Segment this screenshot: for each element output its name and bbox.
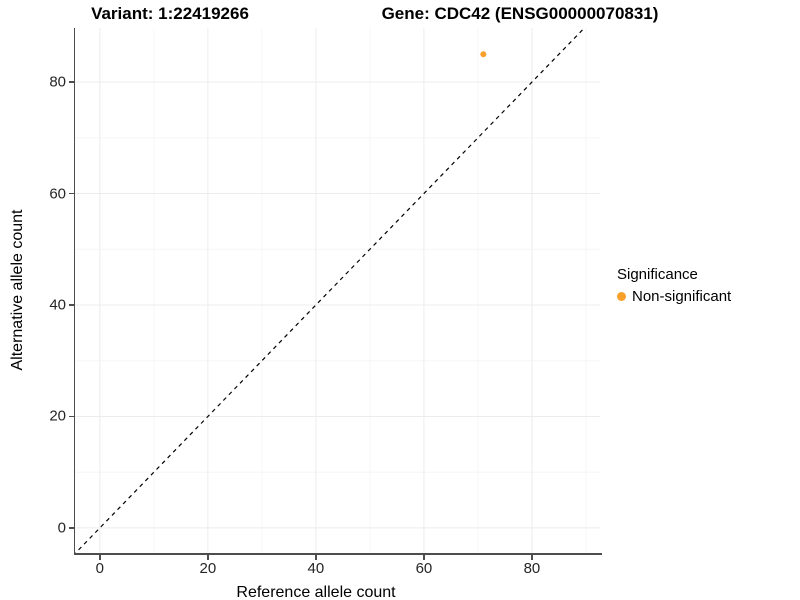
x-tick-label: 20: [199, 560, 217, 577]
identity-line: [75, 28, 586, 553]
y-tick-mark: [69, 527, 74, 529]
plot-title-variant: Variant: 1:22419266: [91, 4, 249, 23]
y-tick-label: 40: [49, 296, 66, 314]
x-tick-label: 80: [523, 560, 541, 577]
y-axis-line: [73, 28, 75, 555]
x-tick-label: 60: [415, 560, 433, 577]
x-tick-label: 40: [307, 560, 325, 577]
x-axis-title: Reference allele count: [236, 584, 396, 600]
legend: Significance Non-significant: [617, 266, 731, 305]
y-tick-label: 0: [57, 519, 66, 537]
plot-area: [75, 28, 600, 553]
data-point: [480, 51, 487, 58]
y-axis-title: Alternative allele count: [9, 209, 26, 371]
plot-panel: [75, 28, 600, 553]
x-tick-label: 0: [95, 560, 105, 577]
y-tick-label: 20: [49, 407, 66, 425]
x-tick-mark: [207, 554, 209, 560]
x-axis-line: [73, 553, 602, 555]
legend-title: Significance: [617, 266, 698, 283]
legend-item-label: Non-significant: [632, 288, 732, 305]
y-tick-mark: [69, 415, 74, 418]
legend-item: Non-significant: [617, 288, 731, 305]
y-tick-mark: [69, 192, 74, 195]
y-tick-mark: [69, 304, 74, 306]
x-tick-mark: [315, 554, 317, 560]
y-tick-label: 80: [49, 73, 66, 91]
x-tick-mark: [423, 554, 425, 560]
legend-point-icon: [617, 292, 626, 301]
x-tick-mark: [531, 554, 533, 560]
y-tick-mark: [69, 81, 74, 83]
x-tick-mark: [99, 554, 101, 560]
y-tick-label: 60: [49, 185, 66, 203]
plot-title-gene: Gene: CDC42 (ENSG00000070831): [381, 4, 659, 23]
